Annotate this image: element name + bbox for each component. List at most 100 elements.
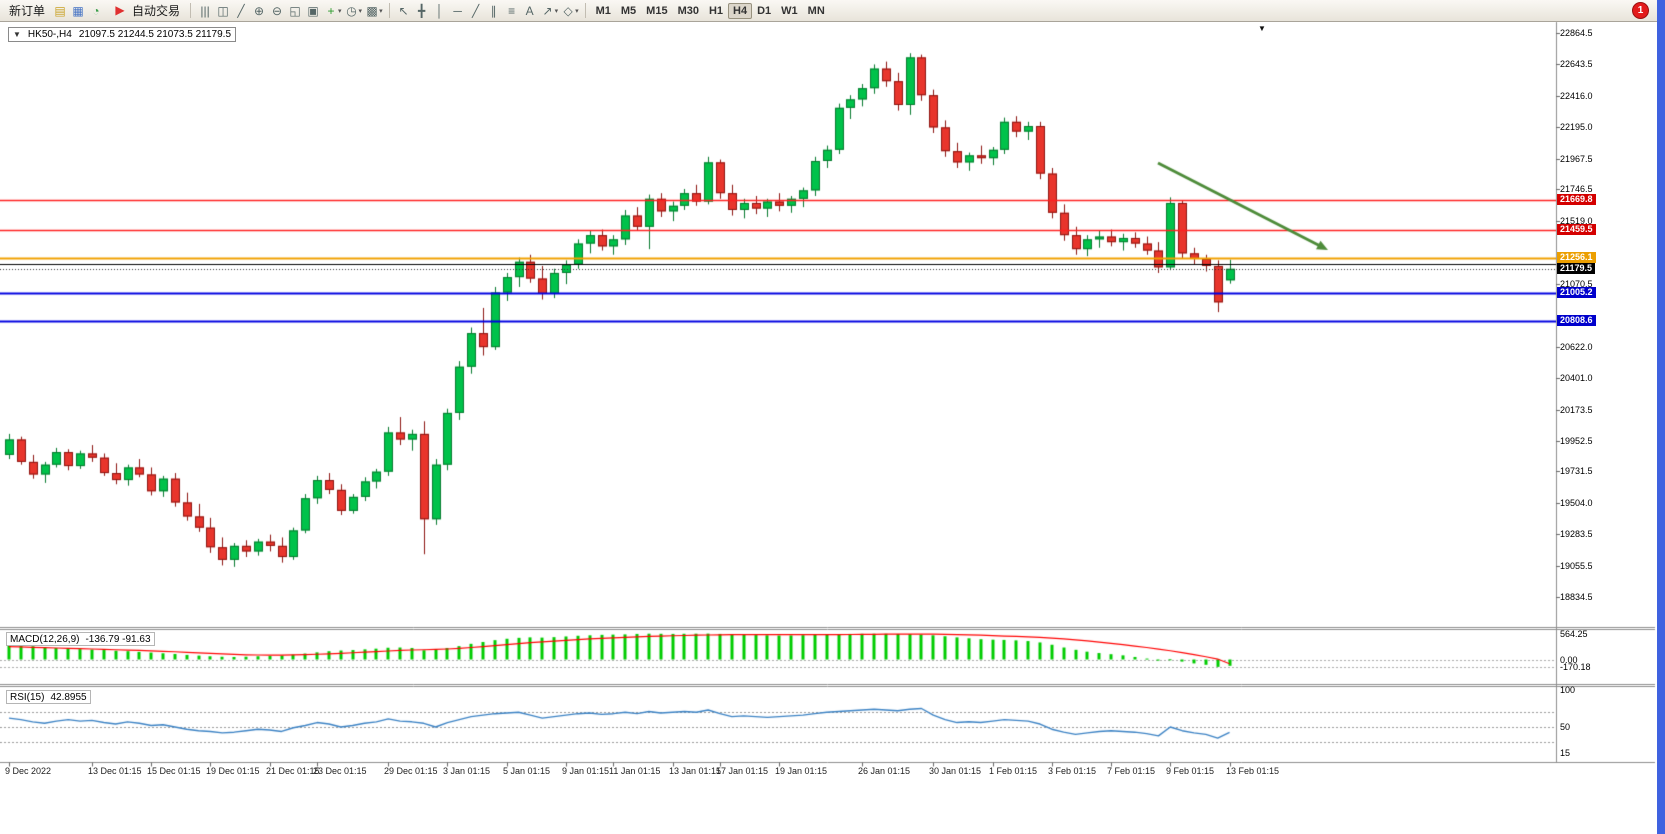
add-indicator-dropdown-icon[interactable]: ▾: [338, 7, 342, 15]
navigator-icon[interactable]: ◔: [92, 3, 100, 18]
toolbar-separator: [388, 3, 390, 18]
time-axis-label: 9 Dec 2022: [5, 766, 52, 776]
price-line-badge: 21005.2: [1557, 287, 1596, 298]
time-axis-label: 19 Jan 01:15: [775, 766, 828, 776]
tile-windows-icon[interactable]: ◱: [289, 3, 301, 18]
template-icon[interactable]: ▩: [366, 3, 378, 18]
new-order-button[interactable]: 新订单: [4, 1, 50, 21]
time-axis-label: 30 Jan 01:15: [929, 766, 982, 776]
symbol-title: HK50-,H4: [27, 29, 72, 40]
timeframe-m1-button[interactable]: M1: [595, 4, 611, 17]
toolbar-separator: [190, 3, 192, 18]
price-axis-label: 22864.5: [1560, 28, 1593, 38]
price-axis-label: 21967.5: [1560, 154, 1593, 164]
time-axis-label: 21 Dec 01:15: [266, 766, 320, 776]
cursor-icon[interactable]: ↖: [398, 3, 409, 18]
time-axis-label: 7 Feb 01:15: [1107, 766, 1156, 776]
timeframe-group: M1 M5 M15 M30 H1 H4 D1 W1 MN: [591, 2, 830, 19]
toolbar-panels-group: ▤ ▦ ◔: [51, 2, 105, 20]
shapes-icon[interactable]: ◇: [563, 3, 573, 18]
auto-trading-icon: ▶: [115, 3, 125, 17]
time-axis-label: 1 Feb 01:15: [989, 766, 1038, 776]
data-window-icon[interactable]: ▦: [72, 3, 84, 18]
price-line-badge: 21256.1: [1557, 252, 1596, 263]
arrange-windows-icon[interactable]: ▣: [307, 3, 319, 18]
rsi-axis-label: 100: [1560, 685, 1576, 695]
vertical-scrollbar[interactable]: [1657, 0, 1665, 834]
line-chart-icon[interactable]: ╱: [237, 3, 245, 18]
price-line-badge: 21179.5: [1557, 263, 1596, 274]
macd-label: MACD(12,26,9): [10, 633, 80, 645]
market-watch-icon[interactable]: ▤: [54, 3, 66, 18]
time-axis-label: 17 Jan 01:15: [716, 766, 769, 776]
shapes-dropdown-icon[interactable]: ▾: [575, 7, 579, 15]
crosshair-icon[interactable]: ╋: [417, 3, 426, 18]
price-axis-label: 19055.5: [1560, 561, 1593, 571]
time-axis-label: 3 Jan 01:15: [443, 766, 491, 776]
price-axis-label: 20401.0: [1560, 373, 1593, 383]
price-line-badge: 20808.6: [1557, 315, 1596, 326]
time-axis-label: 29 Dec 01:15: [384, 766, 438, 776]
macd-label-box: MACD(12,26,9) -136.79 -91.63: [6, 632, 155, 646]
rsi-axis-label: 50: [1560, 722, 1571, 732]
auto-trading-label: 自动交易: [132, 3, 181, 18]
price-axis-label: 22643.5: [1560, 59, 1593, 69]
time-axis-label: 13 Jan 01:15: [669, 766, 722, 776]
bar-chart-icon[interactable]: |||: [200, 3, 210, 18]
price-axis-label: 22416.0: [1560, 91, 1593, 101]
vertical-line-icon[interactable]: │: [435, 3, 444, 18]
fibonacci-icon[interactable]: ≡: [508, 3, 516, 18]
auto-trading-button[interactable]: ▶ 自动交易: [106, 0, 185, 21]
time-axis-label: 3 Feb 01:15: [1048, 766, 1097, 776]
trendline-icon[interactable]: ╱: [471, 3, 480, 18]
rsi-value: 42.8955: [50, 691, 87, 703]
zoom-in-icon[interactable]: ⊕: [254, 3, 265, 18]
toolbar-objects-group: ↖ ╋ │ ─ ╱ ∥ ≡ A ↗ ▾ ◇ ▾: [395, 2, 580, 20]
add-indicator-icon[interactable]: +: [327, 3, 335, 18]
new-order-label: 新订单: [9, 3, 46, 18]
toolbar-separator: [584, 3, 586, 18]
timeframe-d1-button[interactable]: D1: [757, 4, 772, 17]
price-axis-label: 20173.5: [1560, 405, 1593, 415]
price-line-badge: 21459.5: [1557, 224, 1596, 235]
time-axis-label: 26 Jan 01:15: [858, 766, 911, 776]
rsi-label: RSI(15): [10, 691, 45, 703]
time-axis-label: 9 Feb 01:15: [1166, 766, 1215, 776]
arrow-tool-icon[interactable]: ↗: [542, 3, 553, 18]
channel-icon[interactable]: ∥: [490, 3, 497, 18]
price-axis-label: 21070.5: [1560, 279, 1593, 289]
timeframe-h4-button[interactable]: H4: [728, 2, 753, 19]
timeframe-m30-button[interactable]: M30: [677, 4, 699, 17]
text-icon[interactable]: A: [525, 3, 534, 18]
timeframe-m15-button[interactable]: M15: [646, 4, 668, 17]
period-dropdown-icon[interactable]: ▾: [358, 7, 363, 15]
timeframe-w1-button[interactable]: W1: [781, 4, 798, 17]
candlestick-icon[interactable]: ◫: [217, 3, 229, 18]
macd-values: -136.79 -91.63: [85, 633, 151, 645]
timeframe-h1-button[interactable]: H1: [708, 4, 724, 17]
period-icon[interactable]: ◷: [346, 3, 357, 18]
chart-shift-marker-icon[interactable]: ▼: [1258, 24, 1266, 33]
zoom-out-icon[interactable]: ⊖: [272, 3, 283, 18]
rsi-label-box: RSI(15) 42.8955: [6, 690, 91, 704]
time-axis-label: 23 Dec 01:15: [313, 766, 367, 776]
macd-axis-label: 564.25: [1560, 629, 1588, 639]
price-axis-label: 18834.5: [1560, 592, 1593, 602]
arrow-tool-dropdown-icon[interactable]: ▾: [554, 7, 559, 15]
horizontal-line-icon[interactable]: ─: [453, 3, 462, 18]
template-dropdown-icon[interactable]: ▾: [379, 7, 383, 15]
toolbar: 新订单 ▤ ▦ ◔ ▶ 自动交易 ||| ◫ ╱ ⊕ ⊖ ◱ ▣ + ▾ ◷ ▾ ▩ ▾ ↖ ╋ │ ─ ╱ ∥ ≡ A ↗…: [0, 0, 1665, 22]
time-axis-label: 15 Dec 01:15: [147, 766, 201, 776]
one-click-collapse-icon[interactable]: ▼: [13, 30, 21, 39]
macd-axis-label: 0.00: [1560, 655, 1578, 665]
notification-badge[interactable]: 1: [1632, 2, 1649, 19]
price-axis-label: 19952.5: [1560, 436, 1593, 446]
time-axis-label: 13 Feb 01:15: [1226, 766, 1280, 776]
timeframe-m5-button[interactable]: M5: [620, 4, 637, 17]
time-axis-label: 13 Dec 01:15: [88, 766, 142, 776]
time-axis-label: 19 Dec 01:15: [206, 766, 260, 776]
price-line-badge: 21669.8: [1557, 194, 1596, 205]
time-axis-label: 11 Jan 01:15: [609, 766, 661, 776]
timeframe-mn-button[interactable]: MN: [807, 4, 825, 17]
